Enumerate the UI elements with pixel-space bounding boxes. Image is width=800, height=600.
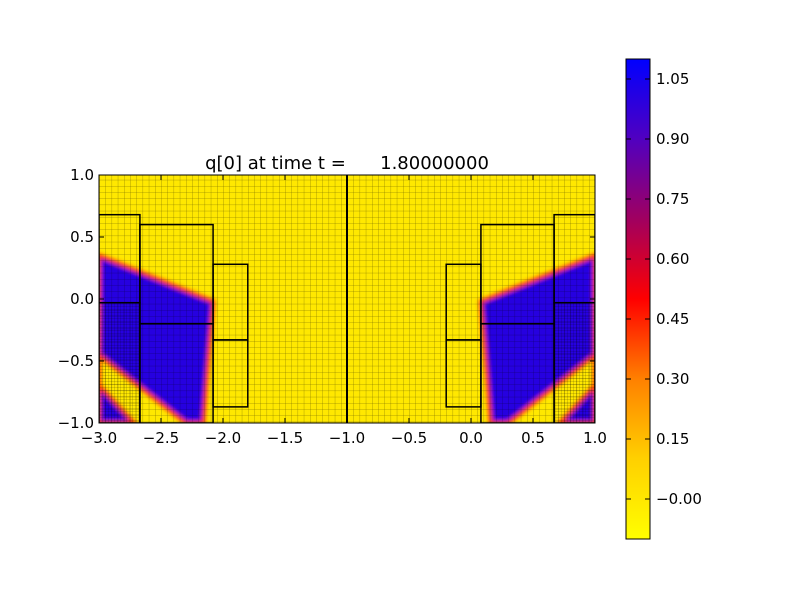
y-tick-label: −0.5 [58,352,94,370]
colorbar-tick-label: −0.00 [656,490,702,508]
left-bot-a-fine-mesh [99,302,140,423]
colorbar-tick-label: 0.45 [656,310,689,328]
y-tick-label: 1.0 [70,166,94,184]
colorbar-tick-label: 1.05 [656,70,689,88]
colorbar-gradient [625,58,651,540]
x-tick-label: −2.0 [205,429,241,447]
colorbar-ticks: −0.00 0.15 0.30 0.45 0.60 0.75 0.90 1.05 [626,70,702,508]
fine-mesh-layer [99,302,595,423]
y-axis: −1.0 −0.5 0.0 0.5 1.0 [58,166,595,432]
right-bot-a-fine-mesh [554,302,595,423]
plot-area [99,175,595,423]
x-tick-label: −3.0 [81,429,117,447]
patch-left-bot-c [212,339,249,408]
x-tick-label: 1.0 [583,429,607,447]
colorbar-tick-label: 0.15 [656,430,689,448]
colorbar-tick-label: 0.30 [656,370,689,388]
colorbar-tick-label: 0.60 [656,250,689,268]
colorbar: −0.00 0.15 0.30 0.45 0.60 0.75 0.90 1.05 [625,58,702,540]
x-tick-label: −2.5 [143,429,179,447]
x-tick-label: −0.5 [391,429,427,447]
x-tick-label: −1.0 [329,429,365,447]
colorbar-tick-label: 0.75 [656,190,689,208]
x-tick-label: 0.0 [459,429,483,447]
patch-layer [99,175,595,423]
y-tick-label: −1.0 [58,414,94,432]
colorbar-tick-label: 0.90 [656,130,689,148]
chart-title: q[0] at time t = 1.80000000 [205,153,489,174]
x-tick-label: 0.5 [521,429,545,447]
x-tick-label: −1.5 [267,429,303,447]
patch-right-bot-a [553,301,595,423]
y-tick-label: 0.0 [70,290,94,308]
y-tick-label: 0.5 [70,228,94,246]
x-axis: −3.0 −2.5 −2.0 −1.5 −1.0 −0.5 0.0 0.5 1.0 [81,175,607,447]
